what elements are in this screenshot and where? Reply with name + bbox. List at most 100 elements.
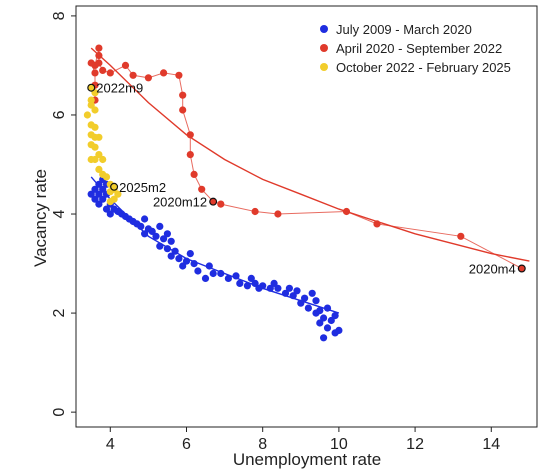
data-point bbox=[95, 133, 103, 141]
data-point bbox=[281, 289, 290, 297]
data-point bbox=[102, 205, 111, 213]
data-point bbox=[179, 91, 187, 99]
data-point bbox=[201, 274, 210, 282]
data-point bbox=[152, 232, 160, 240]
data-point bbox=[243, 282, 251, 290]
data-point bbox=[144, 74, 152, 82]
legend-marker-red bbox=[320, 44, 328, 52]
data-point bbox=[255, 284, 263, 292]
data-point bbox=[308, 289, 316, 297]
annotation-marker bbox=[517, 264, 526, 273]
x-tick-label: 12 bbox=[406, 436, 424, 453]
legend: July 2009 - March 2020 April 2020 - Sept… bbox=[320, 22, 511, 75]
data-point bbox=[247, 274, 255, 282]
data-point bbox=[156, 242, 164, 250]
y-tick-label: 8 bbox=[51, 11, 68, 20]
legend-label-blue: July 2009 - March 2020 bbox=[336, 22, 472, 37]
data-point bbox=[91, 185, 99, 193]
data-point bbox=[163, 245, 171, 253]
data-point bbox=[289, 292, 297, 300]
data-point bbox=[91, 143, 99, 151]
data-point bbox=[99, 185, 107, 193]
data-point bbox=[198, 185, 206, 193]
y-tick-label: 4 bbox=[51, 209, 68, 218]
legend-label-red: April 2020 - September 2022 bbox=[336, 41, 502, 56]
data-point bbox=[167, 252, 175, 260]
data-point bbox=[217, 269, 225, 278]
data-point bbox=[99, 66, 107, 74]
data-point bbox=[95, 51, 103, 60]
data-point bbox=[110, 205, 118, 213]
data-point bbox=[270, 279, 278, 287]
data-point bbox=[327, 316, 335, 325]
data-point bbox=[160, 235, 168, 243]
x-tick-label: 8 bbox=[258, 436, 267, 453]
data-point bbox=[323, 304, 332, 312]
data-point bbox=[209, 269, 217, 278]
data-point bbox=[186, 151, 194, 159]
data-point bbox=[285, 284, 293, 292]
series-layer bbox=[83, 44, 526, 342]
data-point bbox=[95, 151, 103, 159]
x-axis-title: Unemployment rate bbox=[233, 450, 381, 469]
data-point bbox=[106, 198, 114, 206]
data-point bbox=[186, 250, 194, 258]
x-tick-label: 14 bbox=[482, 436, 500, 453]
data-point bbox=[95, 165, 103, 173]
data-point bbox=[95, 180, 103, 188]
data-point bbox=[106, 210, 114, 218]
data-point bbox=[160, 69, 168, 77]
data-point bbox=[99, 155, 107, 164]
data-point bbox=[217, 200, 225, 208]
annotation-label: 2025m2 bbox=[119, 180, 166, 195]
legend-label-yellow: October 2022 - February 2025 bbox=[336, 60, 511, 75]
y-tick-label: 2 bbox=[51, 309, 68, 318]
data-point bbox=[95, 44, 103, 52]
y-tick-label: 0 bbox=[51, 408, 68, 417]
data-point bbox=[297, 299, 305, 307]
data-point bbox=[320, 314, 328, 322]
data-point bbox=[121, 61, 130, 69]
annotation-marker bbox=[209, 197, 218, 206]
data-point bbox=[312, 297, 320, 305]
x-tick-label: 4 bbox=[106, 436, 115, 453]
data-point bbox=[102, 173, 111, 181]
data-point bbox=[251, 279, 259, 287]
data-point bbox=[320, 334, 328, 342]
data-point bbox=[175, 255, 183, 263]
data-point bbox=[251, 207, 259, 216]
data-point bbox=[95, 190, 103, 198]
data-point bbox=[194, 267, 202, 275]
data-point bbox=[95, 200, 103, 208]
data-point bbox=[87, 190, 95, 198]
data-point bbox=[323, 324, 332, 332]
data-point bbox=[232, 272, 240, 280]
fitted-curve bbox=[90, 47, 530, 262]
data-point bbox=[91, 195, 99, 203]
annotation-label: 2020m12 bbox=[153, 195, 207, 210]
data-point bbox=[316, 307, 324, 315]
data-point bbox=[106, 69, 114, 77]
data-point bbox=[179, 262, 187, 270]
data-point bbox=[87, 96, 95, 104]
data-point bbox=[373, 220, 381, 228]
data-point bbox=[205, 262, 213, 270]
data-point bbox=[457, 232, 465, 240]
data-point bbox=[114, 190, 122, 198]
data-point bbox=[190, 170, 198, 178]
data-point bbox=[129, 71, 137, 79]
series-2 bbox=[83, 84, 122, 206]
data-point bbox=[274, 284, 282, 292]
data-point bbox=[186, 131, 194, 139]
data-point bbox=[236, 279, 244, 287]
data-point bbox=[83, 111, 91, 119]
data-point bbox=[163, 230, 171, 238]
data-point bbox=[156, 222, 164, 230]
data-point bbox=[518, 264, 526, 273]
y-tick-label: 6 bbox=[51, 110, 68, 119]
data-point bbox=[266, 284, 274, 292]
data-point bbox=[182, 257, 191, 265]
data-point bbox=[99, 195, 107, 203]
